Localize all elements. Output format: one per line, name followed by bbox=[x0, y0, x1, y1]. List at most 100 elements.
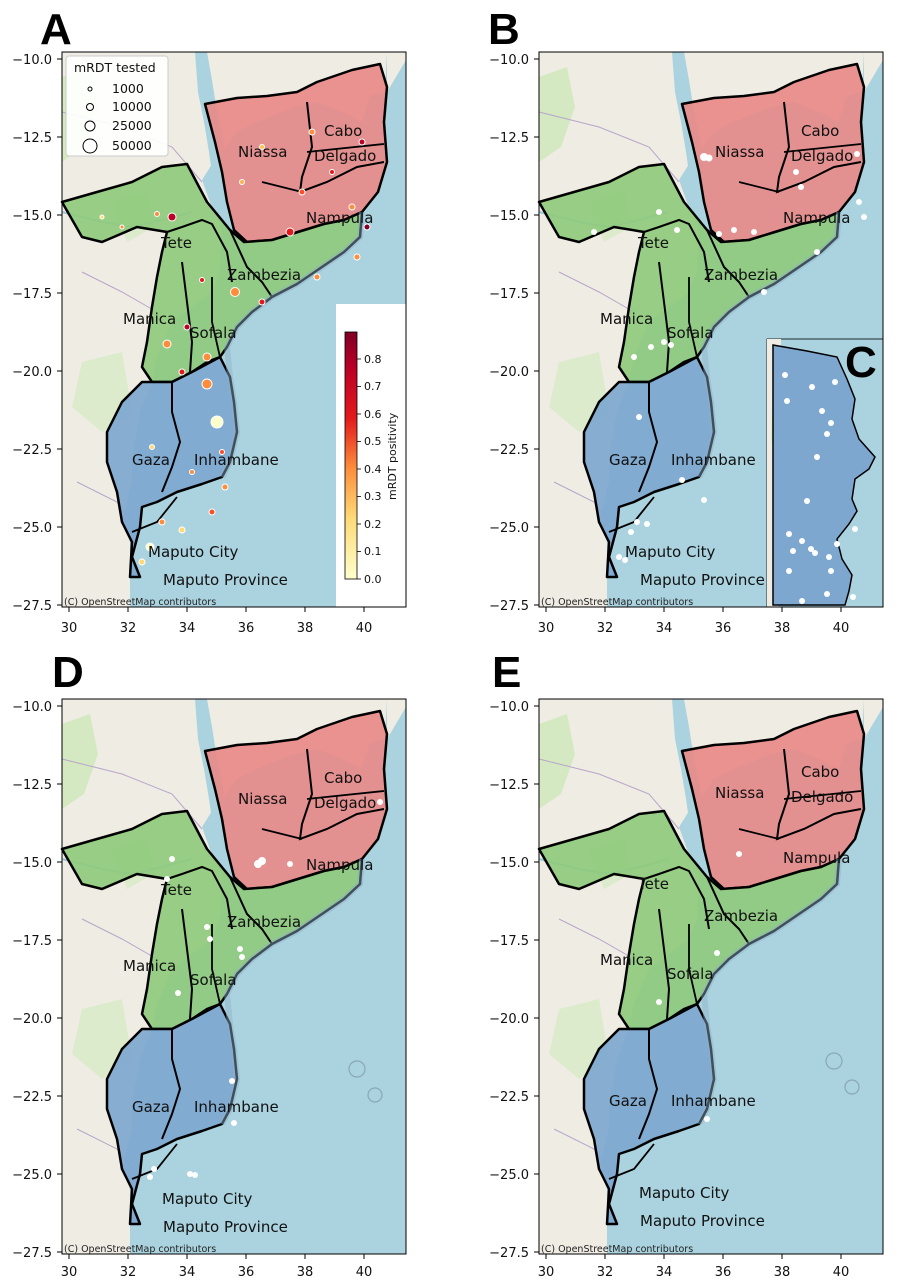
y-tick-label: −27.5 bbox=[489, 1246, 529, 1261]
y-tick-label: −17.5 bbox=[12, 287, 52, 302]
panel-letter-e: E bbox=[492, 648, 521, 697]
y-axis-labels-e: −10.0 −12.5 −15.0 −17.5 −20.0 −22.5 −25.… bbox=[489, 700, 529, 1261]
map-attribution: (C) OpenStreetMap contributors bbox=[541, 597, 693, 608]
panel-b: Niassa Cabo Delgado Nampula Tete Zambezi… bbox=[533, 52, 883, 613]
y-tick-label: −12.5 bbox=[12, 778, 52, 793]
size-legend: mRDT tested 1000 10000 25000 50000 bbox=[65, 55, 169, 157]
y-tick-label: −17.5 bbox=[489, 934, 529, 949]
y-tick-label: −15.0 bbox=[489, 209, 529, 224]
province-label-delgado: Delgado bbox=[791, 147, 853, 165]
site-points bbox=[147, 799, 383, 1180]
y-tick-label: −12.5 bbox=[12, 131, 52, 146]
province-label-niassa: Niassa bbox=[715, 143, 764, 161]
province-label-sofala: Sofala bbox=[190, 324, 237, 342]
province-label-nampula: Nampula bbox=[306, 856, 373, 874]
ocean-ring bbox=[367, 1087, 383, 1103]
colorbar-tick: 0.5 bbox=[364, 435, 382, 448]
colorbar-tick: 0.0 bbox=[364, 573, 382, 586]
x-tick-label: 34 bbox=[179, 621, 196, 636]
y-tick-label: −25.0 bbox=[489, 521, 529, 536]
y-tick-label: −12.5 bbox=[489, 778, 529, 793]
province-label-cabo: Cabo bbox=[324, 769, 362, 787]
panel-letter-d: D bbox=[52, 648, 84, 697]
size-legend-label: 10000 bbox=[112, 99, 152, 114]
province-label-sofala: Sofala bbox=[190, 971, 237, 989]
province-label-maputo-province: Maputo Province bbox=[640, 1212, 765, 1230]
panel-letter-b: B bbox=[488, 5, 520, 54]
y-tick-label: −12.5 bbox=[489, 131, 529, 146]
x-tick-label: 40 bbox=[356, 621, 373, 636]
y-tick-label: −22.5 bbox=[489, 443, 529, 458]
province-label-maputo-city: Maputo City bbox=[639, 1184, 730, 1202]
y-tick-label: −15.0 bbox=[12, 209, 52, 224]
site-points bbox=[656, 851, 742, 1122]
x-tick-label: 30 bbox=[61, 1265, 78, 1280]
size-legend-marker bbox=[86, 103, 94, 111]
panel-d: Niassa Cabo Delgado Nampula Tete Zambezi… bbox=[56, 699, 406, 1260]
size-legend-label: 50000 bbox=[112, 138, 152, 153]
province-label-manica: Manica bbox=[600, 310, 653, 328]
x-axis-labels-e: 30 32 34 36 38 40 bbox=[538, 1265, 850, 1280]
size-legend-label: 1000 bbox=[112, 81, 144, 96]
size-legend-marker bbox=[87, 86, 93, 92]
x-tick-label: 34 bbox=[656, 621, 673, 636]
y-axis-labels-b: −10.0 −12.5 −15.0 −17.5 −20.0 −22.5 −25.… bbox=[489, 53, 529, 614]
province-label-manica: Manica bbox=[123, 957, 176, 975]
province-label-zambezia: Zambezia bbox=[704, 907, 778, 925]
y-tick-label: −25.0 bbox=[12, 521, 52, 536]
panel-letter-c: C bbox=[845, 338, 877, 387]
x-tick-label: 32 bbox=[597, 621, 614, 636]
province-labels: Niassa Cabo Delgado Nampula Tete Zambezi… bbox=[600, 122, 853, 589]
survey-points bbox=[99, 128, 371, 566]
colorbar-gradient bbox=[344, 331, 358, 580]
x-tick-label: 38 bbox=[774, 1265, 791, 1280]
x-tick-label: 40 bbox=[356, 1265, 373, 1280]
y-tick-label: −10.0 bbox=[12, 53, 52, 68]
province-label-cabo: Cabo bbox=[801, 122, 839, 140]
x-tick-label: 32 bbox=[597, 1265, 614, 1280]
x-tick-label: 32 bbox=[120, 621, 137, 636]
y-tick-label: −27.5 bbox=[12, 599, 52, 614]
y-tick-label: −22.5 bbox=[12, 1090, 52, 1105]
size-legend-label: 25000 bbox=[112, 118, 152, 133]
panel-letter-a: A bbox=[40, 5, 72, 54]
y-tick-label: −22.5 bbox=[12, 443, 52, 458]
colorbar-tick: 0.4 bbox=[364, 463, 382, 476]
province-label-maputo-province: Maputo Province bbox=[640, 571, 765, 589]
ocean-ring bbox=[825, 1052, 843, 1070]
province-label-maputo-province: Maputo Province bbox=[163, 571, 288, 589]
colorbar-tick: 0.6 bbox=[364, 408, 382, 421]
x-tick-label: 40 bbox=[833, 1265, 850, 1280]
map-attribution: (C) OpenStreetMap contributors bbox=[541, 1244, 693, 1255]
x-tick-label: 36 bbox=[238, 1265, 255, 1280]
province-label-nampula: Nampula bbox=[306, 209, 373, 227]
province-label-manica: Manica bbox=[123, 310, 176, 328]
province-label-nampula: Nampula bbox=[783, 849, 850, 867]
x-axis-labels-a: 30 32 34 36 38 40 bbox=[61, 621, 373, 636]
province-label-delgado: Delgado bbox=[314, 147, 376, 165]
province-label-sofala: Sofala bbox=[667, 965, 714, 983]
x-axis-labels-d: 30 32 34 36 38 40 bbox=[61, 1265, 373, 1280]
x-tick-label: 36 bbox=[715, 621, 732, 636]
province-label-maputo-city: Maputo City bbox=[625, 543, 716, 561]
province-label-niassa: Niassa bbox=[238, 143, 287, 161]
y-axis-labels-a: −10.0 −12.5 −15.0 −17.5 −20.0 −22.5 −25.… bbox=[12, 53, 52, 614]
province-label-cabo: Cabo bbox=[324, 122, 362, 140]
province-label-cabo: Cabo bbox=[801, 763, 839, 781]
panel-a: Niassa Cabo Delgado Nampula Tete Zambezi… bbox=[56, 52, 406, 613]
colorbar-tick: 0.7 bbox=[364, 380, 382, 393]
province-label-sofala: Sofala bbox=[667, 324, 714, 342]
province-label-inhambane: Inhambane bbox=[671, 451, 756, 469]
province-label-tete: Tete bbox=[160, 881, 192, 899]
y-tick-label: −20.0 bbox=[489, 365, 529, 380]
y-tick-label: −25.0 bbox=[489, 1168, 529, 1183]
province-label-maputo-city: Maputo City bbox=[148, 543, 239, 561]
y-tick-label: −10.0 bbox=[489, 700, 529, 715]
size-legend-title: mRDT tested bbox=[74, 60, 156, 75]
ocean-ring bbox=[844, 1079, 860, 1095]
province-label-gaza: Gaza bbox=[609, 1092, 647, 1110]
colorbar: 0.0 0.1 0.2 0.3 0.4 0.5 0.6 0.7 0.8 mRDT… bbox=[336, 304, 406, 607]
y-tick-label: −20.0 bbox=[12, 365, 52, 380]
x-tick-label: 38 bbox=[297, 621, 314, 636]
